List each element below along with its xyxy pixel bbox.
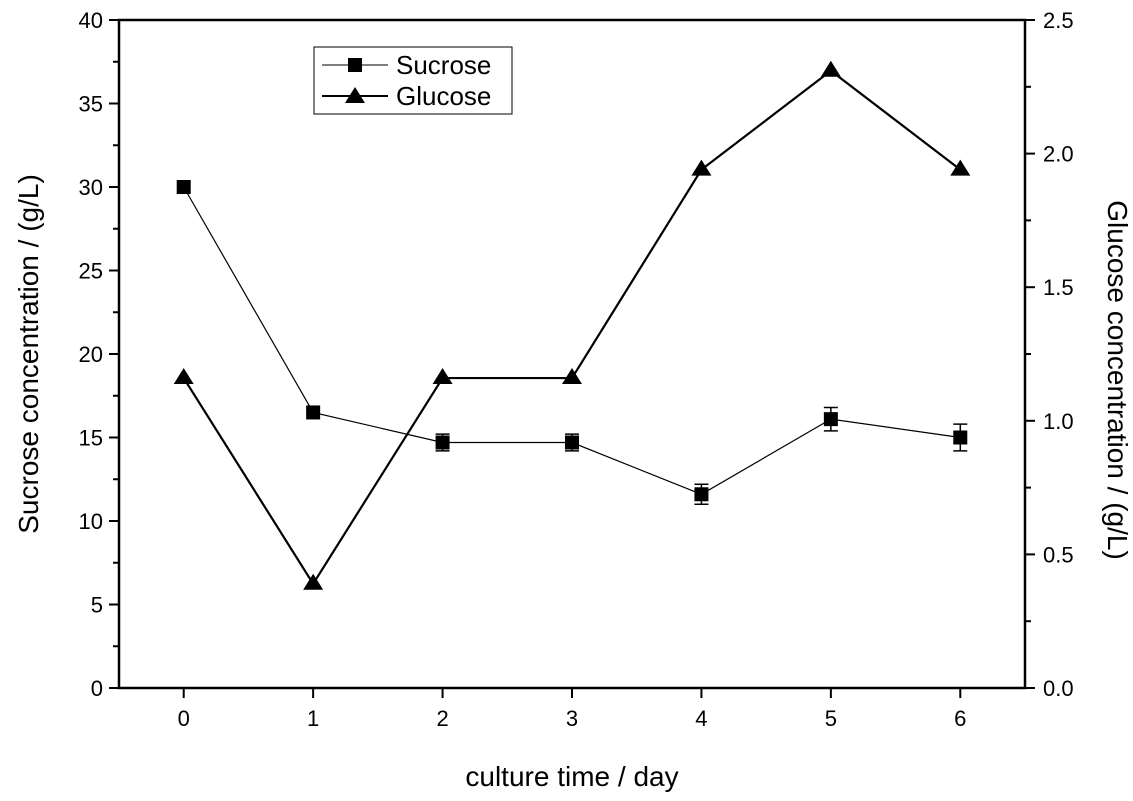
y-left-tick-label: 30	[79, 175, 103, 200]
y-right-tick-label: 0.5	[1043, 542, 1074, 567]
y-left-tick-label: 5	[91, 593, 103, 618]
x-tick-label: 6	[954, 706, 966, 731]
x-tick-label: 3	[566, 706, 578, 731]
x-tick-label: 0	[178, 706, 190, 731]
y-left-tick-label: 40	[79, 8, 103, 33]
y-right-tick-label: 1.5	[1043, 275, 1074, 300]
x-tick-label: 2	[436, 706, 448, 731]
y-left-tick-label: 0	[91, 676, 103, 701]
sucrose-point	[953, 430, 968, 445]
y-left-tick-label: 20	[79, 342, 103, 367]
glucose-point	[950, 159, 971, 176]
y-left-tick-label: 25	[79, 259, 103, 284]
glucose-point	[820, 60, 841, 77]
glucose-point	[432, 368, 453, 385]
sucrose-point	[435, 435, 450, 450]
legend-glucose-marker	[345, 87, 365, 103]
legend: Sucrose Glucose	[313, 46, 513, 115]
y-left-tick-label: 10	[79, 509, 103, 534]
y-right-axis-title: Glucose concentration / (g/L)	[1102, 200, 1133, 560]
legend-sucrose-label: Sucrose	[396, 50, 491, 80]
sucrose-point	[694, 487, 709, 502]
legend-sucrose-marker	[348, 58, 362, 72]
y-right-tick-label: 2.5	[1043, 8, 1074, 33]
y-left-axis-title: Sucrose concentration / (g/L)	[13, 174, 44, 534]
y-right-tick-label: 0.0	[1043, 676, 1074, 701]
plot-frame	[117, 18, 1027, 690]
glucose-point	[303, 573, 324, 590]
sucrose-point	[176, 180, 191, 194]
x-tick-label: 5	[825, 706, 837, 731]
glucose-line	[182, 69, 961, 586]
y-right-tick-label: 1.0	[1043, 409, 1074, 434]
sucrose-point	[306, 405, 321, 420]
x-axis-title: culture time / day	[465, 761, 678, 792]
legend-glucose-label: Glucose	[396, 81, 491, 111]
glucose-point	[691, 159, 712, 176]
y-right-tick-label: 2.0	[1043, 142, 1074, 167]
sucrose-point	[565, 435, 579, 450]
y-left-tick-label: 35	[79, 92, 103, 117]
glucose-point	[562, 368, 582, 385]
sucrose-point	[823, 412, 838, 427]
x-tick-label: 1	[307, 706, 319, 731]
x-tick-label: 4	[695, 706, 707, 731]
y-left-tick-label: 15	[79, 426, 103, 451]
glucose-point	[173, 368, 194, 385]
